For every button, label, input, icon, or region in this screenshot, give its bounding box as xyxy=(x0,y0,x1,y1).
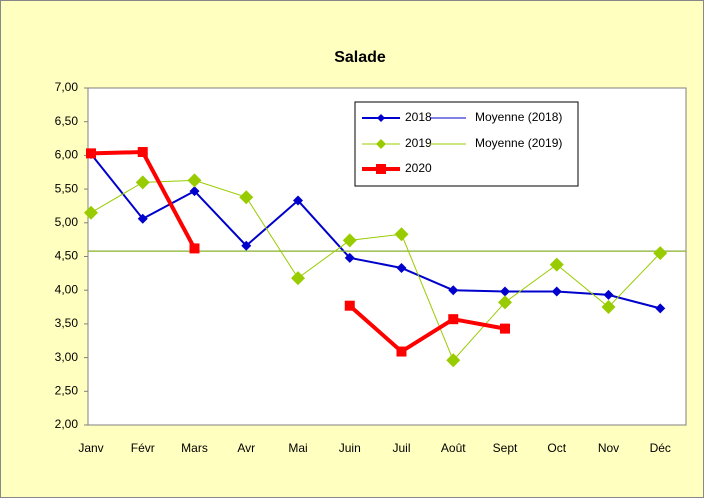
y-tick-label: 3,50 xyxy=(55,316,79,330)
y-tick-label: 3,00 xyxy=(55,350,79,364)
series-line xyxy=(90,153,661,310)
point xyxy=(344,252,355,263)
point xyxy=(135,175,150,190)
legend-label: 2019 xyxy=(405,136,432,150)
point xyxy=(448,285,459,296)
x-tick-label: Févr xyxy=(131,441,155,455)
legend-marker xyxy=(376,139,386,149)
x-tick-label: Nov xyxy=(598,441,619,455)
point xyxy=(655,303,666,314)
point xyxy=(603,289,614,300)
x-tick-label: Déc xyxy=(650,441,671,455)
point xyxy=(239,190,254,205)
point xyxy=(446,353,461,368)
y-tick-label: 2,00 xyxy=(55,417,79,431)
y-tick-label: 4,50 xyxy=(55,249,79,263)
point xyxy=(448,314,459,325)
point xyxy=(653,246,668,261)
chart-title: Salade xyxy=(334,49,386,66)
x-tick-label: Juin xyxy=(339,441,361,455)
point xyxy=(498,295,512,310)
point xyxy=(137,213,148,224)
legend-label: 2020 xyxy=(405,161,432,175)
point xyxy=(241,240,252,251)
legend-marker xyxy=(377,114,385,122)
point xyxy=(291,271,305,286)
legend-label: Moyenne (2019) xyxy=(475,136,562,150)
y-tick-label: 5,50 xyxy=(55,181,79,195)
y-tick-label: 7,00 xyxy=(55,80,79,94)
point xyxy=(84,205,98,220)
legend-label: Moyenne (2018) xyxy=(475,110,562,124)
point xyxy=(189,186,200,197)
point xyxy=(500,286,510,297)
y-tick-label: 2,50 xyxy=(55,383,79,397)
x-tick-label: Mars xyxy=(181,441,208,455)
point xyxy=(396,262,407,273)
y-tick-label: 5,00 xyxy=(55,215,79,229)
point xyxy=(601,300,616,315)
point xyxy=(344,300,355,311)
legend-marker xyxy=(376,164,386,174)
point xyxy=(137,147,148,158)
y-tick-label: 4,00 xyxy=(55,282,79,296)
point xyxy=(189,243,200,254)
x-tick-label: Janv xyxy=(78,441,103,455)
point xyxy=(86,148,96,159)
point xyxy=(187,173,202,188)
y-tick-label: 6,50 xyxy=(55,114,79,128)
y-tick-label: 6,00 xyxy=(55,148,79,162)
point xyxy=(394,227,409,242)
point xyxy=(549,257,564,272)
point xyxy=(396,346,407,357)
point xyxy=(551,286,562,297)
point xyxy=(500,323,510,334)
point xyxy=(342,233,357,248)
point xyxy=(293,195,303,206)
legend-label: 2018 xyxy=(405,110,432,124)
x-tick-label: Mai xyxy=(288,441,307,455)
series-line xyxy=(90,179,661,362)
x-tick-label: Avr xyxy=(237,441,255,455)
x-tick-label: Août xyxy=(441,441,466,455)
x-tick-label: Juil xyxy=(392,441,410,455)
x-tick-label: Oct xyxy=(547,441,566,455)
x-tick-label: Sept xyxy=(493,441,518,455)
